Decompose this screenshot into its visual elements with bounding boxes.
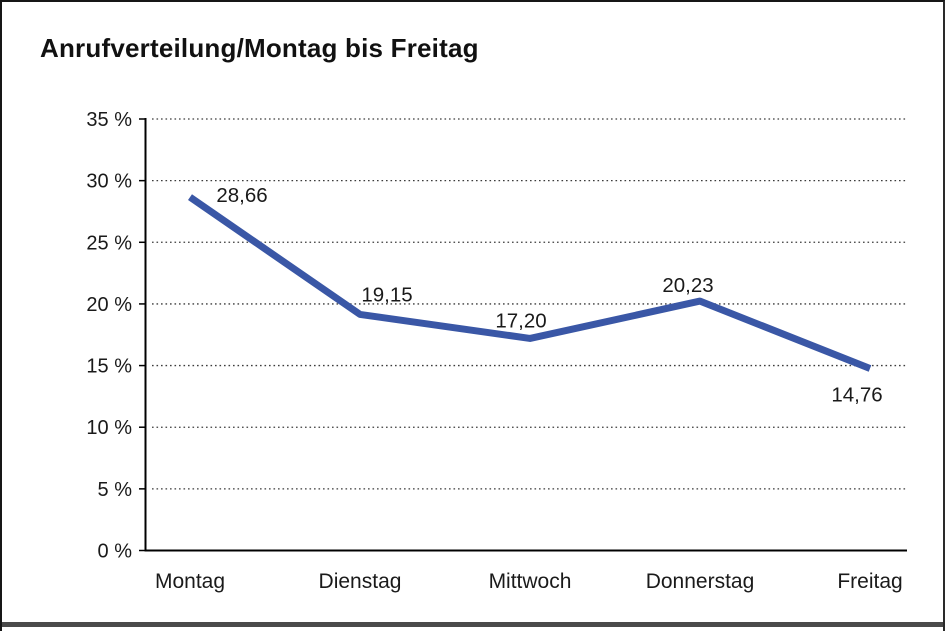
x-category-label: Dienstag: [319, 570, 402, 593]
value-label: 14,76: [831, 384, 882, 407]
x-category-label: Mittwoch: [489, 570, 572, 593]
y-tick-label: 0 %: [98, 541, 133, 563]
x-category-label: Donnerstag: [646, 570, 755, 593]
y-tick-label: 10 %: [86, 417, 132, 439]
y-tick-label: 25 %: [86, 232, 132, 254]
y-tick-label: 35 %: [86, 109, 132, 131]
chart-title: Anrufverteilung/Montag bis Freitag: [40, 33, 479, 63]
value-label: 17,20: [495, 309, 546, 332]
x-category-label: Montag: [155, 570, 225, 593]
y-tick-label: 30 %: [86, 171, 132, 193]
frame-bottom-border: [2, 622, 943, 627]
y-tick-label: 15 %: [86, 356, 132, 378]
value-label: 28,66: [216, 184, 267, 207]
data-series-line: [188, 194, 872, 372]
value-label: 19,15: [361, 283, 412, 306]
y-tick-label: 20 %: [86, 294, 132, 316]
y-tick-label: 5 %: [98, 479, 133, 501]
x-category-label: Freitag: [837, 570, 902, 593]
value-label: 20,23: [662, 274, 713, 297]
